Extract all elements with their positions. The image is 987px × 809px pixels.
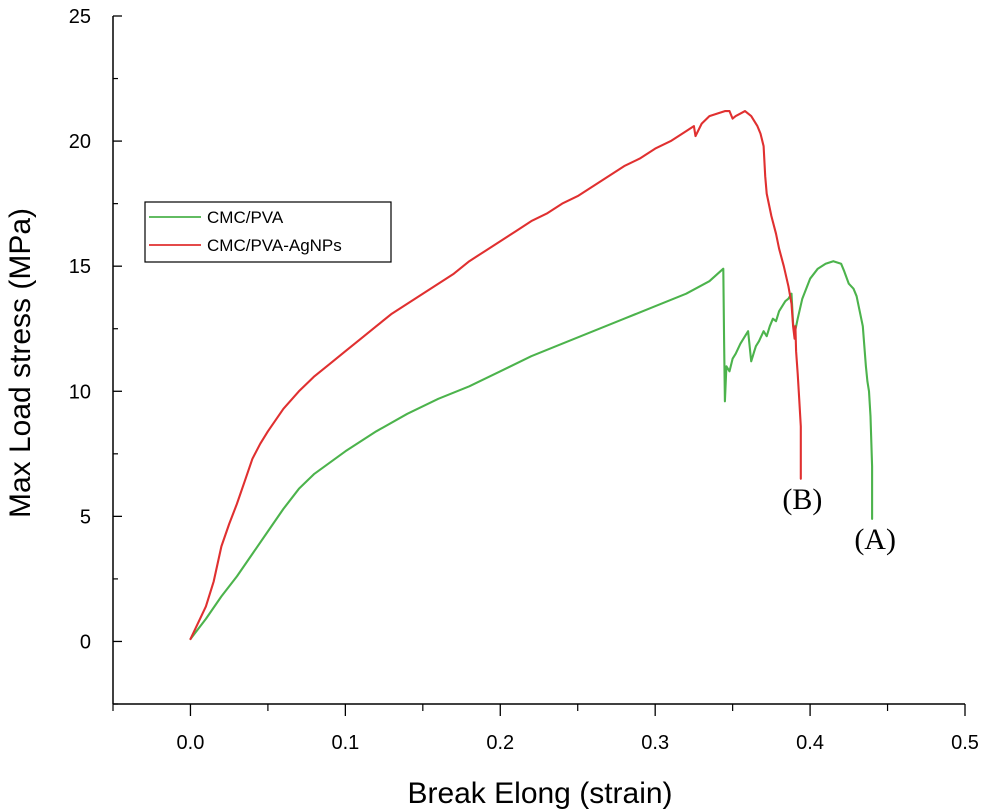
x-tick-label: 0.4 [796, 732, 824, 754]
x-tick-label: 0.2 [486, 732, 514, 754]
x-tick-label: 0.0 [177, 732, 205, 754]
y-tick-label: 10 [69, 381, 91, 403]
annotations: (B) (A) [782, 483, 896, 556]
series-line-cmc-pva-agnps [189, 110, 802, 641]
legend-label-cmc-pva: CMC/PVA [207, 208, 284, 227]
y-tick-label: 0 [80, 631, 91, 653]
x-tick-label: 0.3 [641, 732, 669, 754]
plot-area: 0 5 10 15 20 25 0.0 0.1 0.2 0.3 0.4 0.5 (B) (A) [69, 6, 979, 754]
y-tick-label: 25 [69, 6, 91, 28]
legend: CMC/PVA CMC/PVA-AgNPs [144, 201, 392, 263]
y-ticks: 0 5 10 15 20 25 [69, 6, 122, 705]
y-tick-label: 5 [80, 506, 91, 528]
annotation-label: (B) [782, 483, 822, 516]
y-axis-title: Max Load stress (MPa) [4, 208, 37, 518]
x-ticks: 0.0 0.1 0.2 0.3 0.4 0.5 [112, 704, 979, 754]
annotation-label: (A) [854, 523, 896, 556]
x-tick-label: 0.1 [331, 732, 359, 754]
legend-label-cmc-pva-agnps: CMC/PVA-AgNPs [207, 236, 342, 255]
legend-box [144, 201, 392, 263]
y-tick-label: 15 [69, 256, 91, 278]
x-axis-title: Break Elong (strain) [407, 777, 672, 809]
series-line-cmc-pva [189, 260, 874, 641]
y-tick-label: 20 [69, 131, 91, 153]
series-group [189, 110, 874, 641]
x-tick-label: 0.5 [951, 732, 979, 754]
